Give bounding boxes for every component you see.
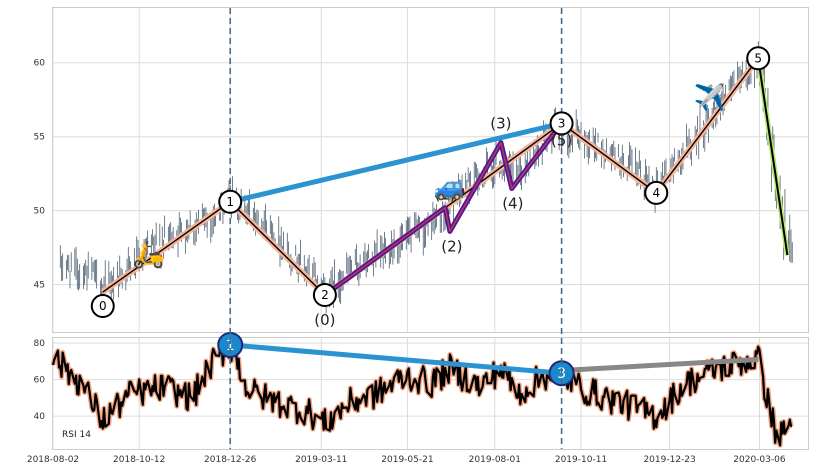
vertical-markers [229,8,563,449]
subwave-inner-line [324,122,563,296]
x-tick-label: 2019-05-21 [381,455,433,465]
rsi-divergence-line [229,342,562,376]
emoji-marker: 🛵 [133,240,165,270]
rsi-y-tick-label: 60 [34,376,46,386]
wave-label: 3 [558,116,566,130]
rsi-lines [50,340,794,448]
wave-label-circle [90,294,115,319]
subwave-label: (4) [502,194,523,212]
wave-label: 4 [652,186,660,200]
emoji-marker: ✈️ [693,81,725,113]
wave-label: 1 [226,195,234,209]
wave-label-circle [312,283,337,308]
drop-line [757,58,789,256]
subwave-label: (5) [551,131,572,149]
wave-label-circle [218,189,243,214]
price-panel-frame [52,7,809,333]
rsi-point-label: 1 [226,338,235,354]
price-y-tick-label: 55 [34,133,45,143]
wave-label: 5 [754,51,762,65]
price-overlays [101,56,790,298]
x-tick-label: 2019-03-11 [295,455,347,465]
emoji-marker: 🚙 [434,172,466,202]
subwave-label: (3) [490,115,511,133]
x-tick-label: 2019-10-11 [555,455,607,465]
x-tick-label: 2018-08-02 [27,455,79,465]
wave-label-circle [549,111,574,136]
x-tick-label: 2019-08-01 [469,455,521,465]
x-tick-label: 2019-12-23 [643,455,695,465]
wave-label-circle [644,180,669,205]
wave-label: 2 [321,288,329,302]
wave-label-circle [746,46,771,71]
rsi-panel-label: RSI 14 [62,430,91,440]
rsi-line [51,342,793,447]
x-tick-label: 2018-12-26 [204,455,257,465]
rsi-point-label: 3 [557,366,566,382]
rsi-y-tick-label: 80 [34,339,46,349]
subwave-label: (2) [441,237,462,255]
rsi-y-tick-label: 40 [34,412,46,422]
price-divergence-line [229,120,563,205]
x-tick-label: 2020-03-06 [733,455,786,465]
price-y-tick-label: 45 [34,281,45,291]
rsi-overlays: 13 [217,331,759,387]
rsi-extension-line [561,357,759,373]
price-y-tick-label: 60 [34,59,46,69]
price-y-tick-label: 50 [34,207,46,217]
subwave-label: (0) [314,311,335,329]
x-tick-label: 2018-10-12 [113,455,165,465]
subwave-label: (1) [434,186,455,204]
wave-label: 0 [99,299,107,313]
